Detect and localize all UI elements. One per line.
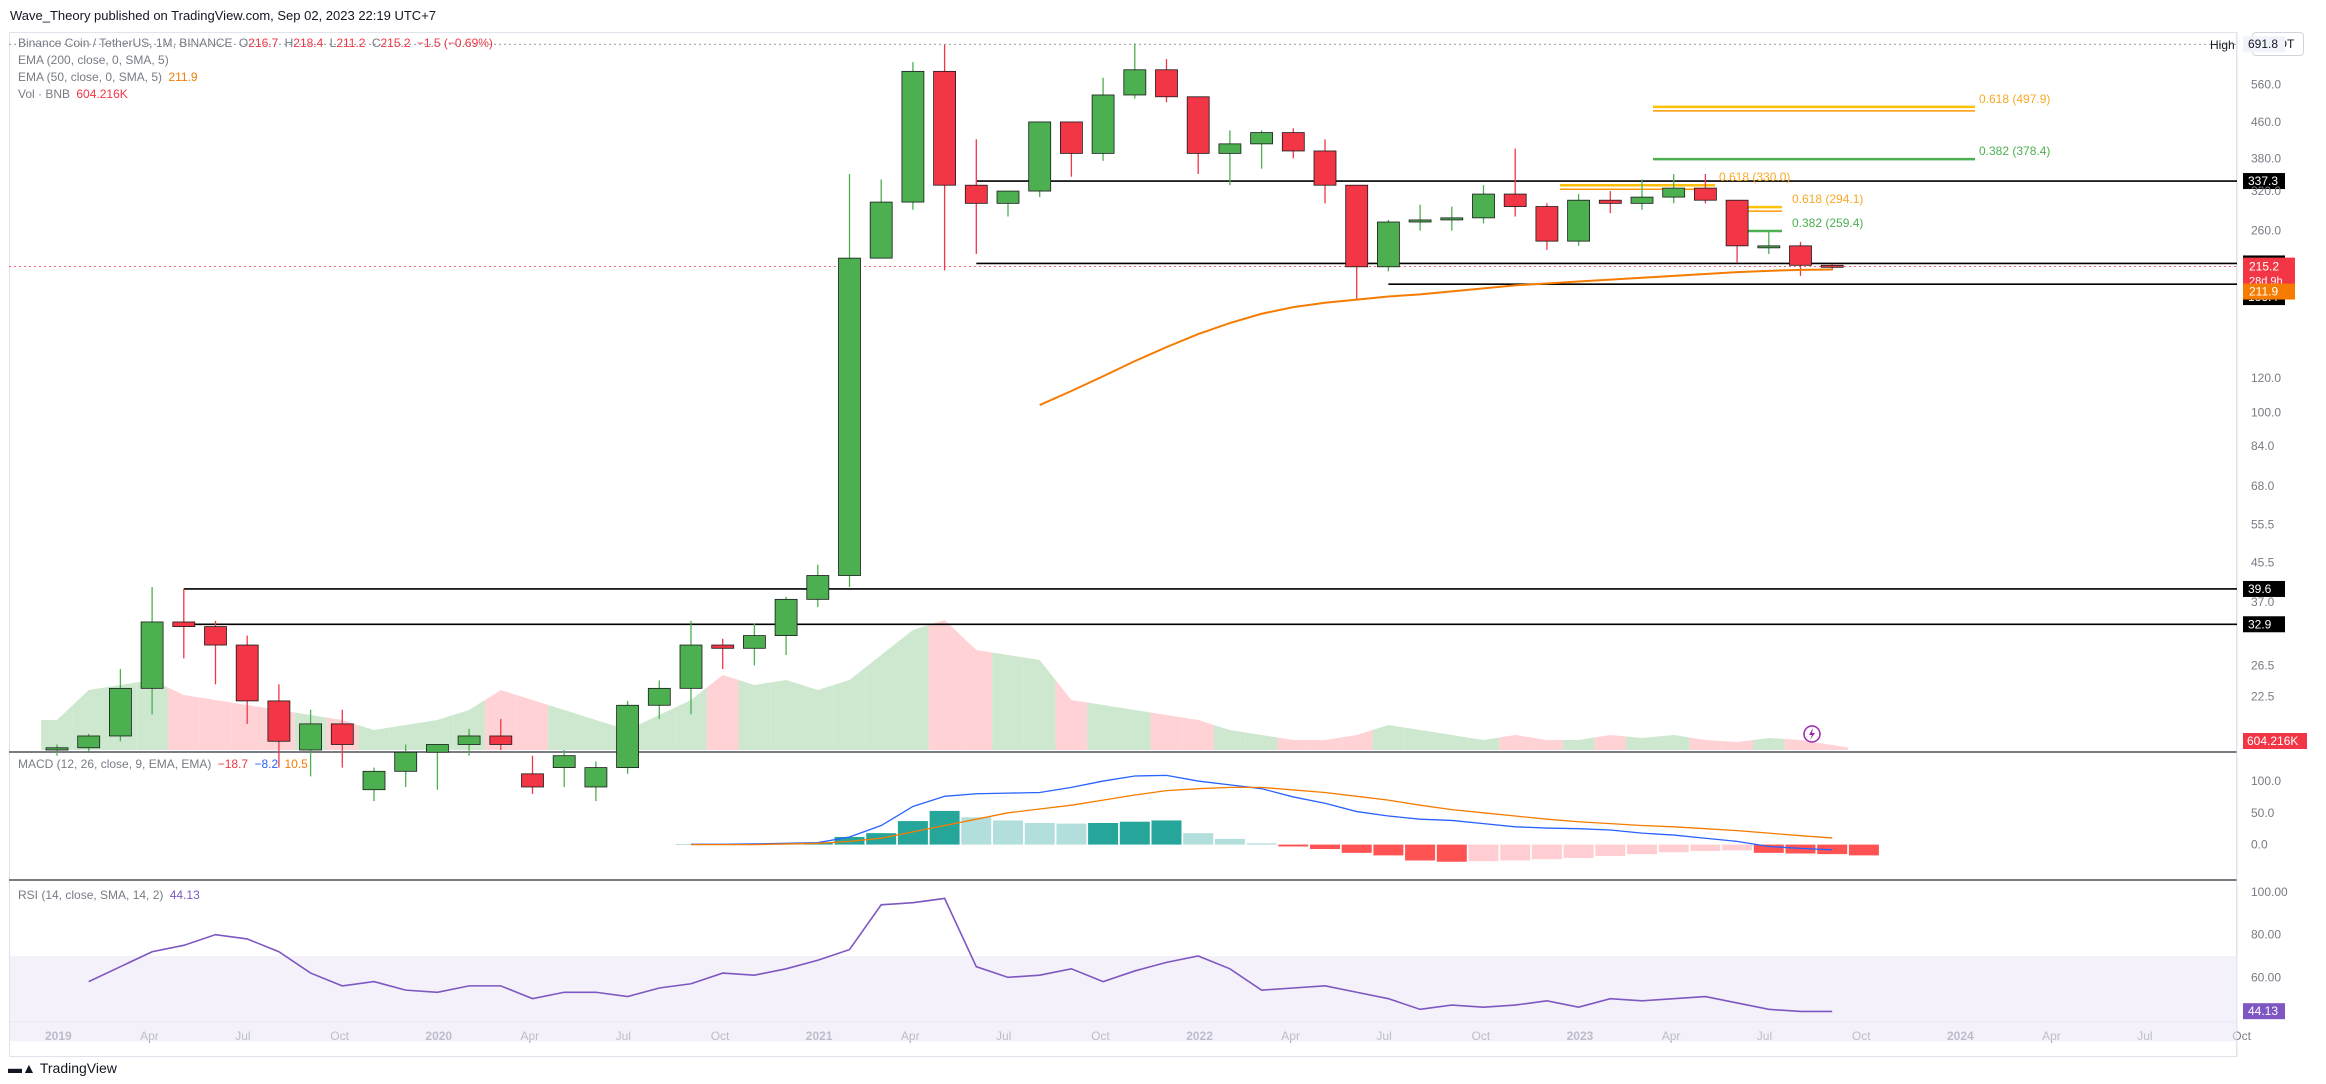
price-axis-tick: 37.0 [2251,595,2275,609]
price-axis-tick: 460.0 [2251,115,2281,129]
volume-label: Vol · BNB [18,87,71,101]
level-price-tag [2243,289,2285,306]
tradingview-footer: ▬▲ TradingView [8,1060,117,1076]
ema-price-value: 211.9 [2249,285,2278,299]
level-price-label: 32.9 [2248,617,2272,631]
rsi-value-label: 44.13 [2248,1004,2278,1018]
candle-countdown: 28d 9h [2249,276,2283,288]
price-axis-tick: 120.0 [2251,371,2281,385]
tradingview-logo-icon: ▬▲ [8,1060,36,1076]
price-axis-tick: 196.2 [2251,277,2281,291]
high-value: 218.4 [293,36,324,50]
level-price-label: 218.8 [2248,256,2278,270]
price-axis-tick: 218.8 [2251,256,2281,270]
ema50-legend: EMA (50, close, 0, SMA, 5) 211.9 [18,70,198,84]
last-price-value: 215.2 [2249,260,2279,274]
level-price-tag [2243,261,2285,278]
rsi-legend: RSI (14, close, SMA, 14, 2) 44.13 [18,888,200,902]
macd-legend: MACD (12, 26, close, 9, EMA, EMA) −18.7 … [18,757,308,771]
change-value: −1.5 (−0.69%) [416,36,493,50]
high-label: H [284,36,294,50]
last-price-tag [2243,257,2295,290]
price-axis-tick: 55.5 [2251,518,2275,532]
level-price-tag [2243,173,2285,190]
chart-frame [9,32,2237,1057]
currency-button[interactable]: USDT [2252,32,2304,56]
macd-axis-tick: 0.0 [2251,838,2268,852]
ema200-label: EMA (200, close, 0, SMA, 5) [18,53,169,67]
price-axis-tick: 100.0 [2251,406,2281,420]
close-value: 215.2 [380,36,411,50]
open-value: 216.7 [248,36,279,50]
low-value: 211.2 [336,36,366,50]
volume-price-value: 604.216K [2247,734,2298,748]
low-label: L [329,36,337,50]
macd-axis-tick: 50.0 [2251,806,2275,820]
macd-label: MACD (12, 26, close, 9, EMA, EMA) [18,757,212,771]
rsi-label: RSI (14, close, SMA, 14, 2) [18,888,164,902]
ema-price-tag [2243,283,2295,300]
price-axis-tick: 380.0 [2251,151,2281,165]
price-axis-tick: 560.0 [2251,77,2281,91]
level-price-tag [2243,616,2285,633]
level-price-tag [2243,255,2285,272]
level-price-label: 39.6 [2248,582,2272,596]
level-price-label: 337.3 [2248,174,2278,188]
volume-value: 604.216K [76,87,128,101]
price-axis-tick: 68.0 [2251,479,2275,493]
rsi-value-tag [2243,1003,2285,1020]
level-price-label: 196.2 [2248,277,2278,291]
level-price-tag [2243,276,2285,293]
rsi-value: 44.13 [169,888,200,902]
price-axis-tick: 84.0 [2251,439,2275,453]
macd-value-2: −8.2 [254,757,279,771]
symbol-name: Binance Coin / TetherUS, 1M, BINANCE [18,36,233,50]
rsi-axis-tick: 80.00 [2251,928,2281,942]
publisher-line: Wave_Theory published on TradingView.com… [10,8,437,23]
brand-name: TradingView [39,1060,117,1076]
ema50-label: EMA (50, close, 0, SMA, 5) [18,70,163,84]
level-price-tag [2243,580,2285,597]
price-axis-tick: 22.5 [2251,690,2275,704]
open-label: O [238,36,249,50]
macd-axis-tick: 100.0 [2251,774,2281,788]
macd-value-1: −18.7 [217,757,249,771]
symbol-legend: Binance Coin / TetherUS, 1M, BINANCE O21… [18,36,493,50]
rsi-axis-tick: 60.00 [2251,970,2281,984]
close-label: C [371,36,381,50]
volume-legend: Vol · BNB 604.216K [18,87,128,101]
level-price-label: 183.4 [2248,290,2278,304]
ema50-value: 211.9 [168,70,198,84]
price-axis-tick: 320.0 [2251,184,2281,198]
price-axis-tick: 45.5 [2251,556,2275,570]
level-price-label: 211.7 [2248,263,2277,277]
rsi-axis-tick: 100.00 [2251,885,2288,899]
ema200-legend: EMA (200, close, 0, SMA, 5) [18,53,169,67]
price-axis-tick: 26.5 [2251,658,2275,672]
volume-price-tag [2243,733,2307,749]
macd-value-3: 10.5 [284,757,308,771]
price-axis-tick: 260.0 [2251,224,2281,238]
